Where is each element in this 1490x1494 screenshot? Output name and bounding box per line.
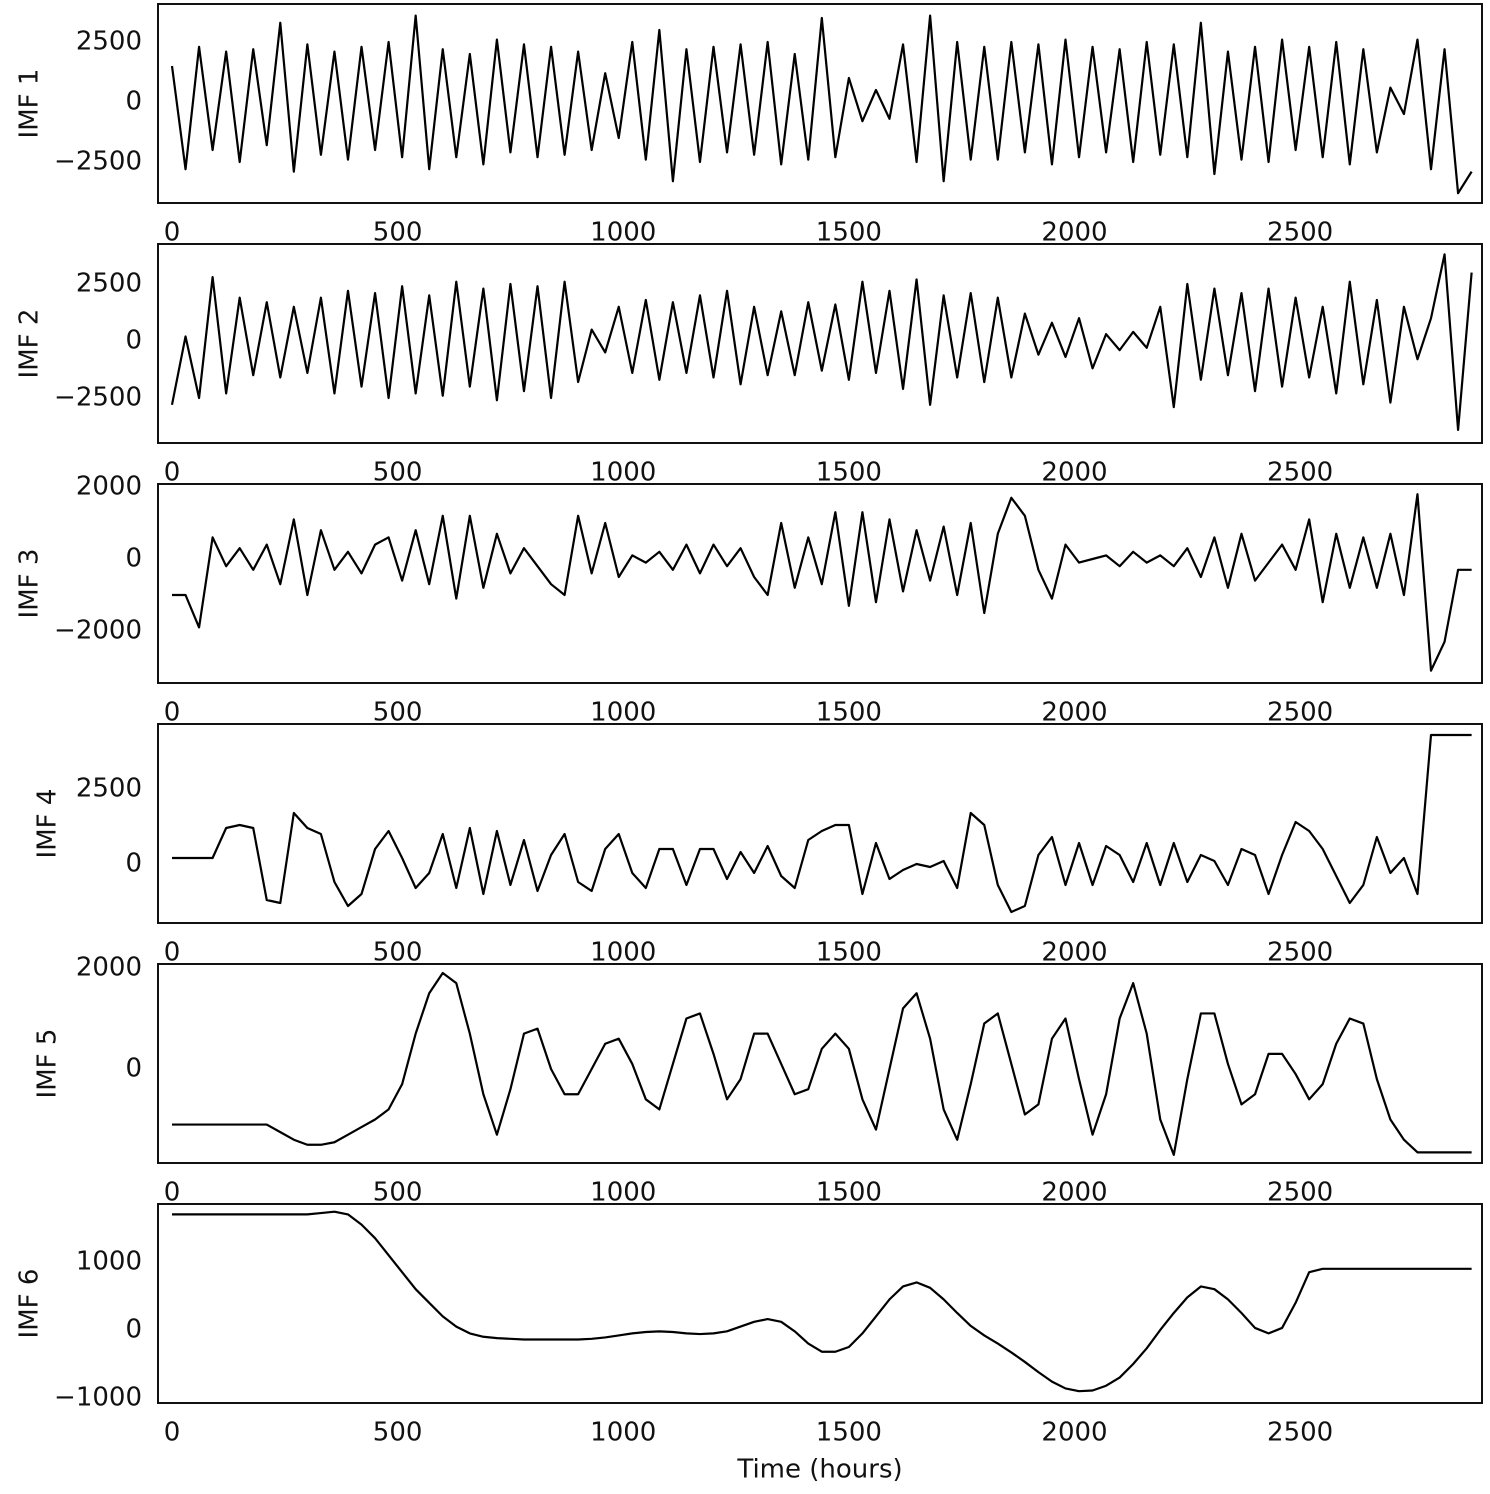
axes-frame [157,723,1483,924]
x-tick-label: 2500 [1267,1418,1333,1448]
y-axis-label: IMF 1 [15,69,45,139]
y-axis-label: IMF 6 [15,1269,45,1339]
x-tick-label: 0 [164,1418,181,1448]
y-tick-label: 2000 [76,952,142,982]
x-tick-label: 1500 [816,1178,882,1208]
x-tick-label: 2500 [1267,698,1333,728]
y-axis-label: IMF 4 [33,789,63,859]
axes-frame [157,243,1483,444]
y-tick-label: 0 [125,325,142,355]
y-tick-label: 2500 [76,26,142,56]
x-tick-label: 0 [164,458,181,488]
signal-line [171,733,1472,914]
axes-frame [157,1203,1483,1404]
x-tick-label: 1000 [590,938,656,968]
y-tick-label: −2500 [54,382,142,412]
y-tick-label: 0 [125,86,142,116]
x-tick-label: 1500 [816,1418,882,1448]
x-tick-label: 2000 [1041,458,1107,488]
x-tick-label: 500 [373,1418,423,1448]
x-tick-label: 0 [164,698,181,728]
x-tick-label: 1000 [590,458,656,488]
axes-frame [157,963,1483,1164]
x-tick-label: 2000 [1041,698,1107,728]
y-tick-label: 2500 [76,268,142,298]
axes-frame [157,483,1483,684]
x-tick-label: 1500 [816,218,882,248]
y-tick-label: 2500 [76,774,142,804]
x-tick-label: 2000 [1041,218,1107,248]
x-tick-label: 2000 [1041,938,1107,968]
x-tick-label: 0 [164,218,181,248]
y-tick-label: 0 [125,1054,142,1084]
x-tick-label: 1500 [816,938,882,968]
x-tick-label: 2500 [1267,218,1333,248]
y-axis-label: IMF 5 [33,1029,63,1099]
x-tick-label: 2000 [1041,1178,1107,1208]
x-tick-label: 1000 [590,1178,656,1208]
x-tick-label: 1000 [590,1418,656,1448]
y-tick-label: 0 [125,543,142,573]
y-tick-label: −1000 [54,1382,142,1412]
x-tick-label: 2500 [1267,938,1333,968]
y-axis-label: IMF 2 [15,309,45,379]
x-tick-label: 1000 [590,218,656,248]
y-axis-label: IMF 3 [15,549,45,619]
signal-line [171,493,1472,672]
x-tick-label: 500 [373,698,423,728]
x-tick-label: 2500 [1267,458,1333,488]
y-tick-label: 0 [125,848,142,878]
x-tick-label: 500 [373,938,423,968]
y-tick-label: 0 [125,1314,142,1344]
signal-line [170,253,1473,432]
x-tick-label: 2000 [1041,1418,1107,1448]
x-tick-label: 1500 [816,458,882,488]
x-tick-label: 500 [373,218,423,248]
signal-line [171,971,1472,1156]
x-tick-label: 500 [373,1178,423,1208]
y-tick-label: 1000 [76,1246,142,1276]
signal-line [170,14,1473,195]
x-tick-label: 0 [164,938,181,968]
axes-frame [157,3,1483,204]
y-tick-label: −2000 [54,616,142,646]
x-tick-label: 0 [164,1178,181,1208]
x-tick-label: 1500 [816,698,882,728]
signal-line [171,1210,1472,1393]
y-tick-label: −2500 [54,147,142,177]
x-tick-label: 1000 [590,698,656,728]
x-axis-label: Time (hours) [736,1455,902,1485]
y-tick-label: 2000 [76,471,142,501]
x-tick-label: 2500 [1267,1178,1333,1208]
x-tick-label: 500 [373,458,423,488]
